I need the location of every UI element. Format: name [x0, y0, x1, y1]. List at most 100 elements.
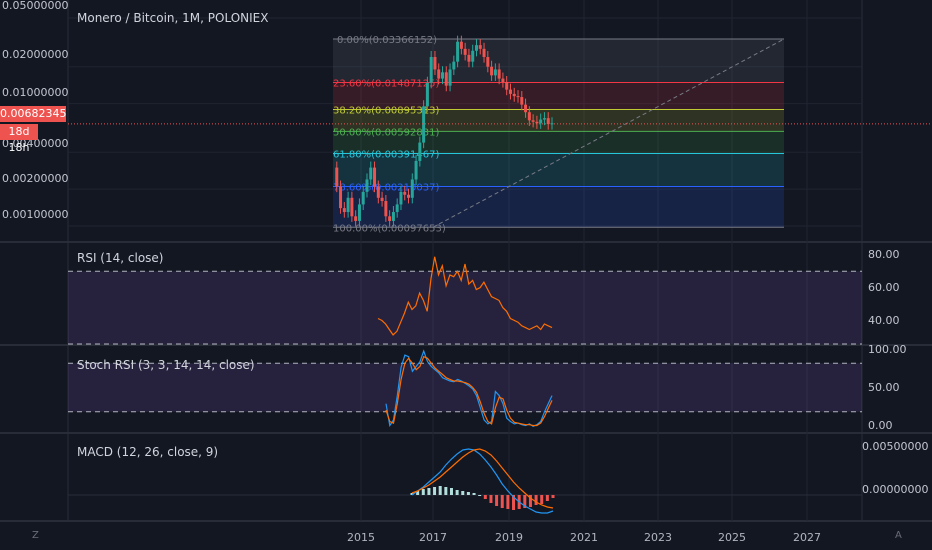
macd-histogram-bar: [472, 493, 476, 495]
fib-zone: [333, 109, 784, 132]
candle-body: [448, 69, 452, 86]
fib-level-label: 100.00%(0.00097653): [333, 223, 446, 234]
candle-body: [395, 204, 399, 213]
macd-histogram-bar: [551, 495, 555, 498]
stoch-rsi-title: Stoch RSI (3, 3, 14, 14, close): [77, 358, 255, 372]
macd-histogram-bar: [466, 492, 470, 495]
macd-histogram-bar: [438, 486, 442, 495]
macd-histogram-bar: [523, 495, 527, 508]
pane-background: [68, 347, 862, 432]
x-axis-tick-label: 2021: [570, 531, 598, 544]
candle-body: [471, 50, 475, 62]
candle-body: [505, 82, 509, 90]
candle-body: [369, 167, 373, 180]
stoch-axis-label: 100.00: [868, 343, 907, 356]
fib-level-label: 78.60%(0.00210037): [333, 183, 439, 194]
candle-body: [467, 54, 471, 62]
candle-body: [376, 186, 380, 198]
macd-histogram-bar: [483, 495, 487, 499]
candle-body: [373, 167, 377, 187]
fib-zone: [333, 131, 784, 154]
macd-histogram-bar: [449, 488, 453, 495]
candle-body: [388, 216, 392, 221]
macd-histogram-bar: [478, 495, 482, 496]
candle-body: [444, 72, 448, 86]
macd-histogram-bar: [421, 489, 425, 495]
candle-body: [350, 197, 354, 217]
candle-body: [482, 48, 486, 58]
price-axis-label: 0.05000000: [2, 0, 69, 12]
candle-body: [516, 96, 520, 98]
stoch-k-line: [385, 349, 553, 428]
fib-level-label: 61.80%(0.00391467): [333, 149, 439, 160]
candle-body: [524, 104, 528, 113]
candle-body: [354, 216, 358, 221]
macd-histogram-bar: [495, 495, 499, 506]
candle-body: [474, 45, 478, 51]
candle-body: [463, 48, 467, 55]
candle-body: [490, 66, 494, 76]
candle-body: [441, 72, 444, 79]
x-axis-tick-label: 2015: [347, 531, 375, 544]
rsi-axis-label: 60.00: [868, 281, 900, 294]
macd-line: [411, 448, 554, 514]
zoom-toggle-button[interactable]: Z: [32, 530, 39, 541]
macd-title: MACD (12, 26, close, 9): [77, 445, 219, 459]
macd-histogram-bar: [427, 488, 431, 495]
pane-background: [68, 244, 862, 344]
x-axis-tick-label: 2025: [718, 531, 746, 544]
rsi-line: [377, 256, 553, 336]
macd-histogram-bar: [410, 493, 414, 495]
price-axis-label: 0.00100000: [2, 208, 69, 221]
candle-body: [527, 112, 531, 121]
candle-body: [478, 45, 482, 49]
candle-body: [384, 201, 388, 217]
candle-body: [512, 93, 516, 97]
candle-body: [365, 179, 369, 192]
candle-body: [539, 119, 543, 124]
candle-body: [501, 78, 505, 83]
price-axis-label: 0.02000000: [2, 48, 69, 61]
candle-body: [452, 61, 456, 70]
candle-body: [508, 89, 512, 94]
stoch-axis-label: 50.00: [868, 381, 900, 394]
candle-body: [399, 191, 403, 205]
macd-histogram-bar: [512, 495, 516, 510]
candle-body: [342, 208, 346, 213]
price-axis-label: 0.01000000: [2, 86, 69, 99]
fib-zone: [333, 39, 784, 83]
x-axis-tick-label: 2017: [419, 531, 447, 544]
pane-background: [68, 0, 862, 241]
x-axis-tick-label: 2027: [793, 531, 821, 544]
candle-body: [459, 41, 463, 49]
candle-body: [535, 121, 539, 124]
fib-level-label: 50.00%(0.00592831): [333, 127, 439, 138]
candle-body: [497, 69, 501, 79]
candle-body: [520, 97, 524, 105]
candle-body: [429, 57, 433, 83]
macd-histogram-bar: [444, 487, 448, 495]
candle-body: [456, 41, 460, 62]
current-price-badge: 0.00682345: [0, 106, 67, 122]
auto-scale-button[interactable]: A: [895, 530, 902, 541]
candle-body: [437, 69, 441, 79]
rsi-axis-label: 40.00: [868, 314, 900, 327]
fib-trend-line: [432, 38, 785, 228]
candle-body: [391, 212, 395, 221]
macd-histogram-bar: [416, 491, 420, 495]
macd-axis-label: 0.00000000: [862, 483, 929, 496]
fib-zone: [333, 82, 784, 110]
candle-body: [339, 186, 343, 209]
stoch-band: [68, 363, 862, 412]
fib-zone: [333, 153, 784, 187]
rsi-title: RSI (14, close): [77, 251, 164, 265]
main-chart-title: Monero / Bitcoin, 1M, POLONIEX: [77, 11, 269, 25]
fib-level-label: 0.00%(0.03366152): [337, 35, 437, 46]
candle-body: [546, 118, 550, 125]
stoch-d-line: [385, 355, 553, 427]
candle-body: [357, 204, 361, 221]
stoch-axis-label: 0.00: [868, 419, 893, 432]
macd-histogram-bar: [433, 487, 437, 495]
fib-level-label: 38.20%(0.00895313): [333, 105, 439, 116]
